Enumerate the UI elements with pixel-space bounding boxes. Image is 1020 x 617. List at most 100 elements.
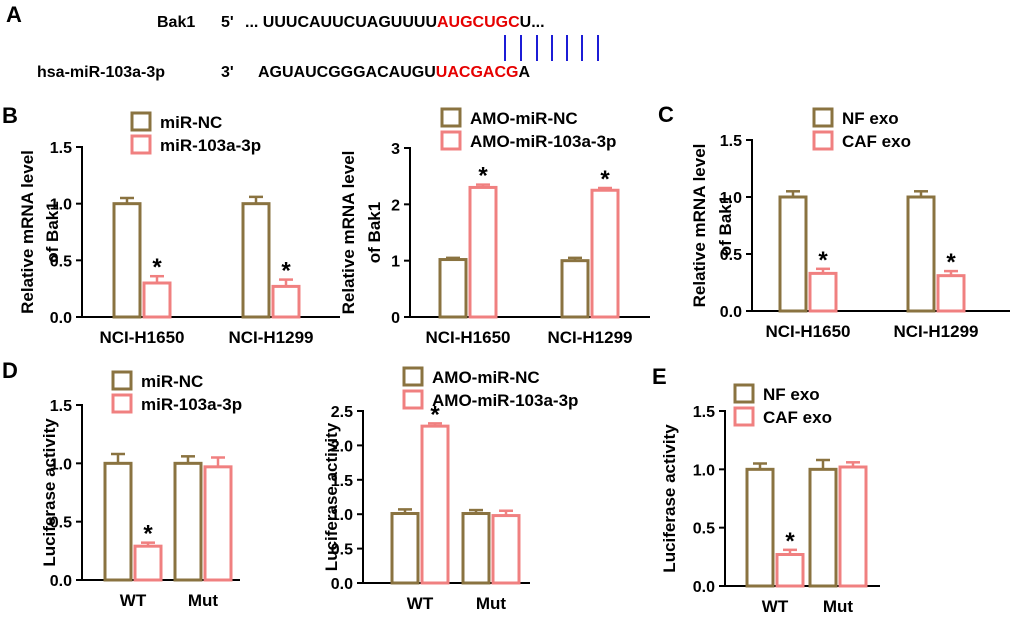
y-tick-label: 0.5 (50, 253, 72, 270)
legend-label: AMO-miR-103a-3p (432, 391, 578, 410)
legend-label: CAF exo (763, 408, 832, 427)
significance-star: * (946, 249, 956, 276)
x-tick-label: Mut (188, 591, 219, 610)
legend-swatch (402, 366, 424, 387)
x-tick-label: NCI-H1299 (547, 328, 632, 347)
legend-swatch (440, 107, 462, 128)
legend-label: AMO-miR-103a-3p (470, 132, 616, 151)
bar (745, 467, 775, 588)
y-axis-label: Relative mRNA level (18, 150, 37, 314)
significance-star: * (430, 401, 440, 428)
bar (808, 467, 838, 588)
y-tick-label: 1.5 (720, 133, 742, 150)
y-tick-label: 1.5 (331, 473, 353, 490)
legend-label: miR-NC (160, 113, 222, 132)
bar (420, 424, 450, 585)
x-tick-label: WT (120, 591, 147, 610)
bar (112, 202, 142, 319)
x-tick-label: NCI-H1650 (99, 328, 184, 347)
y-tick-label: 1.5 (693, 404, 715, 421)
y-tick-label: 2.5 (331, 404, 353, 421)
bar (778, 195, 808, 313)
y-tick-label: 1.0 (50, 456, 72, 473)
x-tick-label: NCI-H1650 (425, 328, 510, 347)
bar (560, 259, 590, 319)
bar (906, 195, 936, 313)
panel-label: E (652, 364, 667, 389)
y-axis-label: of Bak1 (365, 202, 384, 263)
y-tick-label: 0.0 (331, 576, 353, 593)
legend-label: AMO-miR-NC (470, 109, 578, 128)
significance-star: * (143, 521, 153, 548)
legend-swatch (812, 130, 834, 151)
y-tick-label: 0 (391, 310, 400, 327)
legend-swatch (812, 107, 834, 128)
y-tick-label: 0.5 (331, 542, 353, 559)
legend-label: miR-103a-3p (160, 136, 261, 155)
panel-a-alignment: A Bak1 5' ... UUUCAUUCUAGUUUUAUGCUGCU...… (6, 2, 599, 81)
y-tick-label: 1.0 (720, 190, 742, 207)
y-tick-label: 1 (391, 254, 400, 271)
bar (142, 281, 172, 319)
y-axis-label: Luciferase activity (322, 422, 341, 571)
legend-swatch (111, 370, 133, 391)
legend-label: NF exo (763, 385, 820, 404)
bar (590, 188, 620, 319)
y-tick-label: 1.5 (50, 398, 72, 415)
y-tick-label: 0.5 (693, 521, 715, 538)
bak1-label: Bak1 (157, 14, 195, 31)
bar (390, 512, 420, 585)
y-tick-label: 0.0 (50, 573, 72, 590)
x-tick-label: WT (762, 597, 789, 616)
bar (775, 553, 805, 588)
legend-swatch (440, 130, 462, 151)
mirna-3prime-label: 3' (221, 64, 234, 81)
legend-label: miR-103a-3p (141, 395, 242, 414)
y-tick-label: 1.0 (331, 507, 353, 524)
y-tick-label: 2.0 (331, 438, 353, 455)
legend-swatch (402, 389, 424, 410)
bar (173, 461, 203, 582)
bar (103, 461, 133, 582)
bak1-sequence-suffix: U... (520, 14, 545, 31)
y-tick-label: 2 (391, 197, 400, 214)
bar (468, 185, 498, 319)
x-tick-label: Mut (823, 597, 854, 616)
bar (133, 544, 163, 582)
legend-swatch (111, 393, 133, 414)
significance-star: * (600, 166, 610, 193)
legend-label: CAF exo (842, 132, 911, 151)
legend-label: AMO-miR-NC (432, 368, 540, 387)
significance-star: * (818, 247, 828, 274)
mirna-sequence: AGUAUCGGGACAUGUUACGACGA (258, 64, 530, 81)
y-tick-label: 1.5 (50, 140, 72, 157)
x-tick-label: NCI-H1299 (893, 322, 978, 341)
legend-swatch (733, 383, 755, 404)
y-axis-label: Relative mRNA level (690, 144, 709, 308)
y-axis-label: Luciferase activity (660, 424, 679, 573)
y-tick-label: 0.5 (50, 515, 72, 532)
panel-label: D (2, 358, 18, 383)
legend-label: NF exo (842, 109, 899, 128)
y-tick-label: 1.0 (50, 197, 72, 214)
x-tick-label: NCI-H1299 (228, 328, 313, 347)
chart-panel-e: E 0.0 0.5 1.0 1.5 Luciferase activity WT Mut * NF… (652, 364, 880, 616)
y-tick-label: 3 (391, 141, 400, 158)
chart-panel-c: C 0.0 0.5 1.0 1.5 Relative mRNA level of Bak1 N… (658, 102, 1010, 341)
significance-star: * (281, 258, 291, 285)
bar (936, 274, 966, 313)
mirna-sequence-prefix: AGUAUCGGGACAUGU (258, 64, 436, 81)
legend-label: miR-NC (141, 372, 203, 391)
y-tick-label: 0.0 (50, 310, 72, 327)
bak1-5prime-label: 5' (221, 14, 234, 31)
y-axis-label: of Bak1 (716, 195, 735, 256)
chart-panel-b2: 0 1 2 3 Relative mRNA level of Bak1 NCI-H1650 N… (339, 107, 650, 347)
legend-swatch (130, 111, 152, 132)
mirna-sequence-suffix: A (518, 64, 530, 81)
mirna-label: hsa-miR-103a-3p (37, 64, 165, 81)
x-tick-label: Mut (476, 594, 507, 613)
bak1-sequence-prefix: ... UUUCAUUCUAGUUUU (245, 14, 437, 31)
significance-star: * (152, 254, 162, 281)
